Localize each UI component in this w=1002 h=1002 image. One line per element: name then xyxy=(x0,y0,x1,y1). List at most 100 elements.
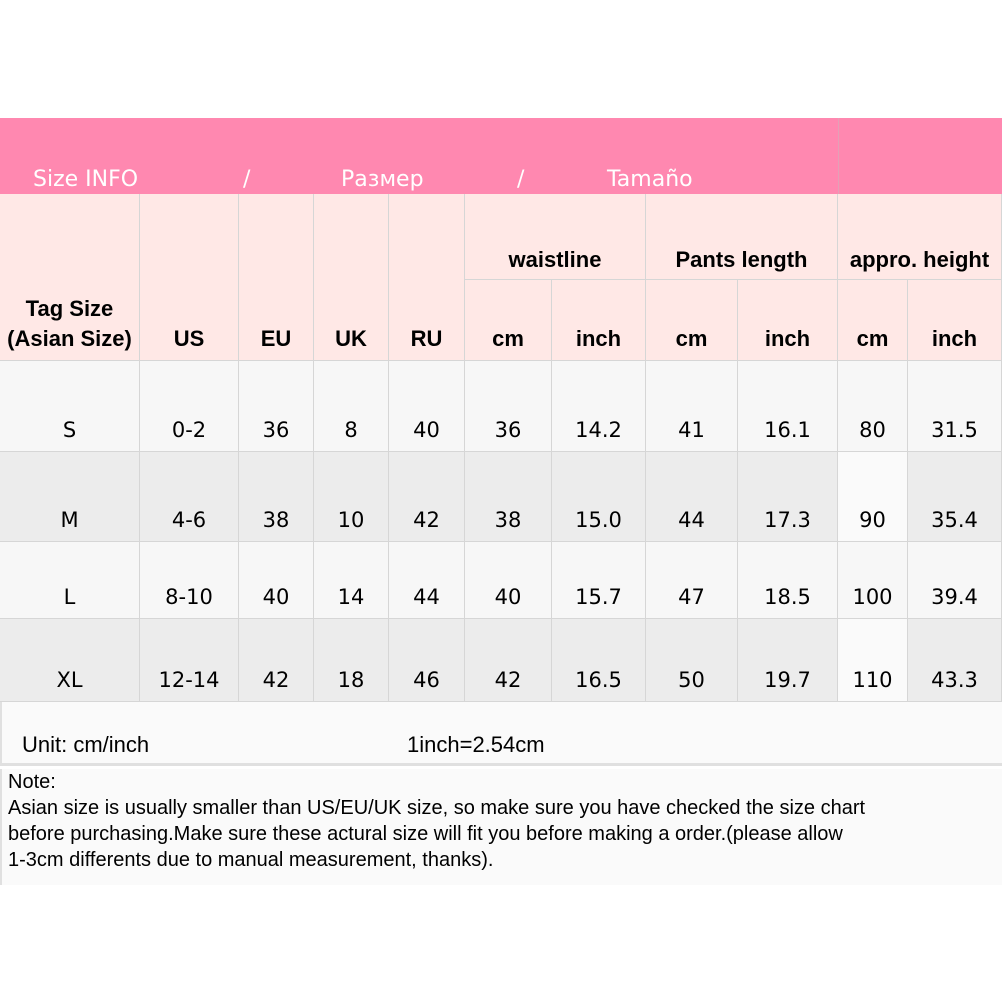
banner-title-en: Size INFO xyxy=(33,167,139,192)
cell-us-text: 8-10 xyxy=(165,585,213,609)
header-uk-text: UK xyxy=(335,326,367,351)
cell-pants-cm-text: 50 xyxy=(678,668,705,692)
cell-ru-text: 46 xyxy=(413,668,440,692)
cell-pants-inch: 17.3 xyxy=(738,452,838,542)
cell-waist-cm-text: 40 xyxy=(494,585,522,609)
cell-eu-text: 42 xyxy=(262,668,290,692)
cell-uk-text: 14 xyxy=(337,585,365,609)
cell-waist-inch: 16.5 xyxy=(552,619,646,702)
header-cm: cm xyxy=(465,280,552,361)
cell-height-cm-text: 110 xyxy=(852,668,893,692)
cell-waist-inch: 15.7 xyxy=(552,542,646,619)
cell-height-cm: 90 xyxy=(838,452,908,542)
cell-pants-cm-text: 44 xyxy=(678,508,705,532)
cell-ru-text: 40 xyxy=(413,418,440,442)
cell-height-inch: 31.5 xyxy=(908,361,1002,452)
header-ru-text: RU xyxy=(410,326,443,351)
unit-conversion: 1inch=2.54cm xyxy=(407,732,545,757)
cell-pants-cm: 44 xyxy=(646,452,738,542)
cell-tag-size-text: M xyxy=(60,508,79,532)
cell-pants-inch: 19.7 xyxy=(738,619,838,702)
note-line: before purchasing.Make sure these actura… xyxy=(8,823,843,845)
header-inch-text: inch xyxy=(931,326,978,351)
cell-ru-text: 44 xyxy=(413,585,440,609)
cell-eu: 38 xyxy=(239,452,314,542)
cell-pants-cm-text: 47 xyxy=(678,585,705,609)
cell-ru-text: 42 xyxy=(413,508,440,532)
cell-height-cm-text: 100 xyxy=(852,585,893,609)
cell-uk: 14 xyxy=(314,542,389,619)
cell-us: 8-10 xyxy=(140,542,239,619)
cell-height-cm-text: 90 xyxy=(859,508,886,532)
header-ru: RU xyxy=(389,194,465,361)
cell-pants-inch-text: 18.5 xyxy=(764,585,811,609)
cell-height-inch-text: 43.3 xyxy=(931,668,978,692)
note-title: Note: xyxy=(8,771,56,793)
cell-pants-cm: 41 xyxy=(646,361,738,452)
header-tag-size: Tag Size (Asian Size) xyxy=(0,194,140,361)
header-waistline-text: waistline xyxy=(508,247,602,272)
cell-pants-cm-text: 41 xyxy=(678,418,705,442)
cell-waist-cm: 42 xyxy=(465,619,552,702)
cell-waist-inch: 15.0 xyxy=(552,452,646,542)
cell-pants-inch-text: 17.3 xyxy=(764,508,811,532)
cell-pants-cm: 47 xyxy=(646,542,738,619)
cell-height-inch-text: 39.4 xyxy=(931,585,978,609)
cell-eu-text: 36 xyxy=(262,418,290,442)
header-height-text: appro. height xyxy=(849,247,990,272)
cell-pants-inch-text: 19.7 xyxy=(764,668,811,692)
banner-divider xyxy=(838,118,839,194)
cell-ru: 40 xyxy=(389,361,465,452)
header-pants-length: Pants length xyxy=(646,194,838,280)
cell-waist-inch-text: 15.0 xyxy=(575,508,622,532)
cell-us-text: 12-14 xyxy=(158,668,220,692)
cell-tag-size-text: L xyxy=(63,585,76,609)
cell-us: 4-6 xyxy=(140,452,239,542)
header-uk: UK xyxy=(314,194,389,361)
banner-separator: / xyxy=(243,167,251,192)
header-waistline: waistline xyxy=(465,194,646,280)
cell-uk: 18 xyxy=(314,619,389,702)
cell-tag-size-text: XL xyxy=(56,668,83,692)
header-inch: inch xyxy=(552,280,646,361)
cell-tag-size: S xyxy=(0,361,140,452)
banner-title-es: Tamaño xyxy=(607,167,693,192)
cell-waist-cm-text: 38 xyxy=(494,508,522,532)
cell-height-inch: 43.3 xyxy=(908,619,1002,702)
cell-uk-text: 8 xyxy=(344,418,358,442)
cell-tag-size: M xyxy=(0,452,140,542)
cell-tag-size: XL xyxy=(0,619,140,702)
cell-us: 0-2 xyxy=(140,361,239,452)
header-tag-size-text: Tag Size (Asian Size) xyxy=(7,296,132,351)
header-inch: inch xyxy=(908,280,1002,361)
unit-label: Unit: cm/inch xyxy=(22,732,150,757)
cell-us-text: 4-6 xyxy=(171,508,207,532)
cell-us-text: 0-2 xyxy=(171,418,207,442)
cell-waist-cm: 38 xyxy=(465,452,552,542)
cell-tag-size: L xyxy=(0,542,140,619)
header-cm-text: cm xyxy=(856,326,889,351)
header-inch: inch xyxy=(738,280,838,361)
header-cm-text: cm xyxy=(675,326,708,351)
cell-waist-cm: 36 xyxy=(465,361,552,452)
cell-ru: 44 xyxy=(389,542,465,619)
cell-pants-inch: 16.1 xyxy=(738,361,838,452)
cell-eu-text: 38 xyxy=(262,508,290,532)
cell-waist-inch-text: 16.5 xyxy=(575,668,622,692)
cell-waist-inch-text: 14.2 xyxy=(575,418,622,442)
header-height: appro. height xyxy=(838,194,1002,280)
cell-waist-cm-text: 42 xyxy=(494,668,522,692)
header-inch-text: inch xyxy=(764,326,811,351)
header-us: US xyxy=(140,194,239,361)
cell-uk-text: 18 xyxy=(337,668,365,692)
cell-pants-inch-text: 16.1 xyxy=(764,418,811,442)
cell-eu: 42 xyxy=(239,619,314,702)
header-us-text: US xyxy=(173,326,205,351)
cell-height-cm: 100 xyxy=(838,542,908,619)
cell-us: 12-14 xyxy=(140,619,239,702)
banner-title-ru: Размер xyxy=(341,167,424,192)
cell-height-inch-text: 35.4 xyxy=(931,508,978,532)
cell-height-inch: 35.4 xyxy=(908,452,1002,542)
cell-uk-text: 10 xyxy=(337,508,365,532)
note-line: Asian size is usually smaller than US/EU… xyxy=(8,797,866,819)
